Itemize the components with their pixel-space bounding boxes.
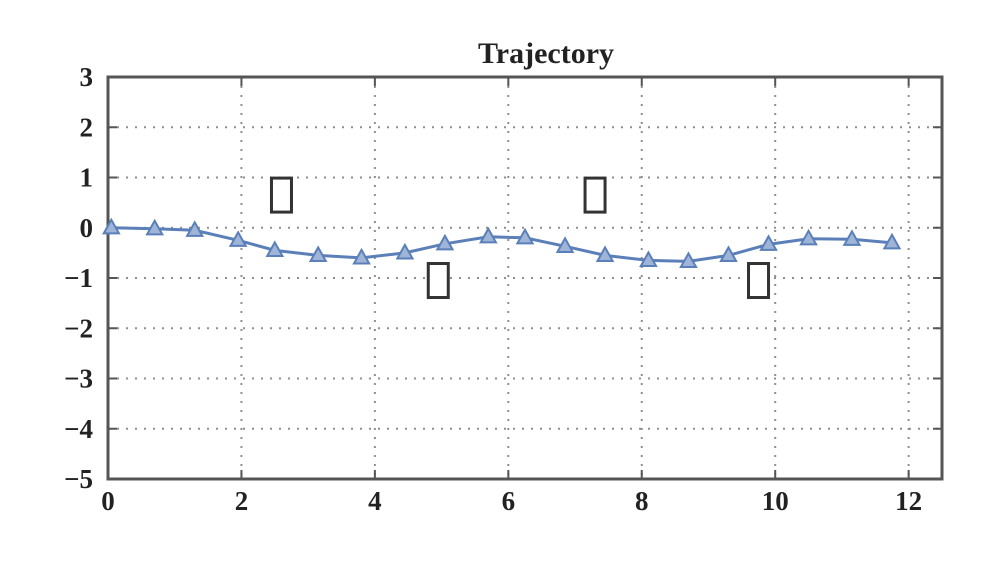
x-tick-label: 10 <box>762 486 789 516</box>
data-point <box>185 220 205 237</box>
data-point <box>719 245 738 262</box>
data-point <box>515 227 535 245</box>
y-tick-label: −4 <box>64 414 93 444</box>
data-point <box>435 233 455 251</box>
y-tick-label: 3 <box>80 62 94 92</box>
box-annotation <box>583 176 607 214</box>
series-line <box>111 226 893 263</box>
data-point <box>352 247 371 265</box>
data-point <box>595 245 615 262</box>
grid-layer <box>108 77 942 479</box>
y-tick-label: 0 <box>80 213 94 243</box>
data-point <box>102 217 121 235</box>
data-point <box>759 234 778 251</box>
y-tick-label: −2 <box>64 313 93 343</box>
box-annotation <box>269 176 293 214</box>
box-annotation <box>426 262 450 300</box>
data-point <box>639 250 658 268</box>
y-tick-label: 1 <box>80 163 94 193</box>
series-layer <box>102 217 902 269</box>
data-point <box>679 251 698 269</box>
x-tick-label: 4 <box>368 486 382 516</box>
y-tick-label: −5 <box>64 464 93 494</box>
y-tick-label: −3 <box>64 364 93 394</box>
data-point <box>308 245 328 262</box>
x-tick-label: 8 <box>635 486 649 516</box>
x-tick-label: 12 <box>895 486 922 516</box>
chart-title: Trajectory <box>478 37 614 70</box>
data-point <box>555 236 575 253</box>
data-point <box>799 228 818 246</box>
x-tick-label: 0 <box>101 486 115 516</box>
annotation-layer <box>269 176 771 300</box>
x-tick-label: 6 <box>502 486 516 516</box>
y-tick-label: −1 <box>64 263 93 293</box>
box-annotation <box>747 262 771 300</box>
data-point <box>842 229 862 246</box>
data-point <box>395 242 415 260</box>
plot-frame <box>106 75 944 481</box>
data-point <box>882 232 902 250</box>
data-point <box>265 240 285 257</box>
data-point <box>228 230 248 247</box>
y-tick-label: 2 <box>80 112 94 142</box>
data-point <box>145 218 165 236</box>
x-tick-label: 2 <box>235 486 249 516</box>
data-point <box>478 226 498 244</box>
